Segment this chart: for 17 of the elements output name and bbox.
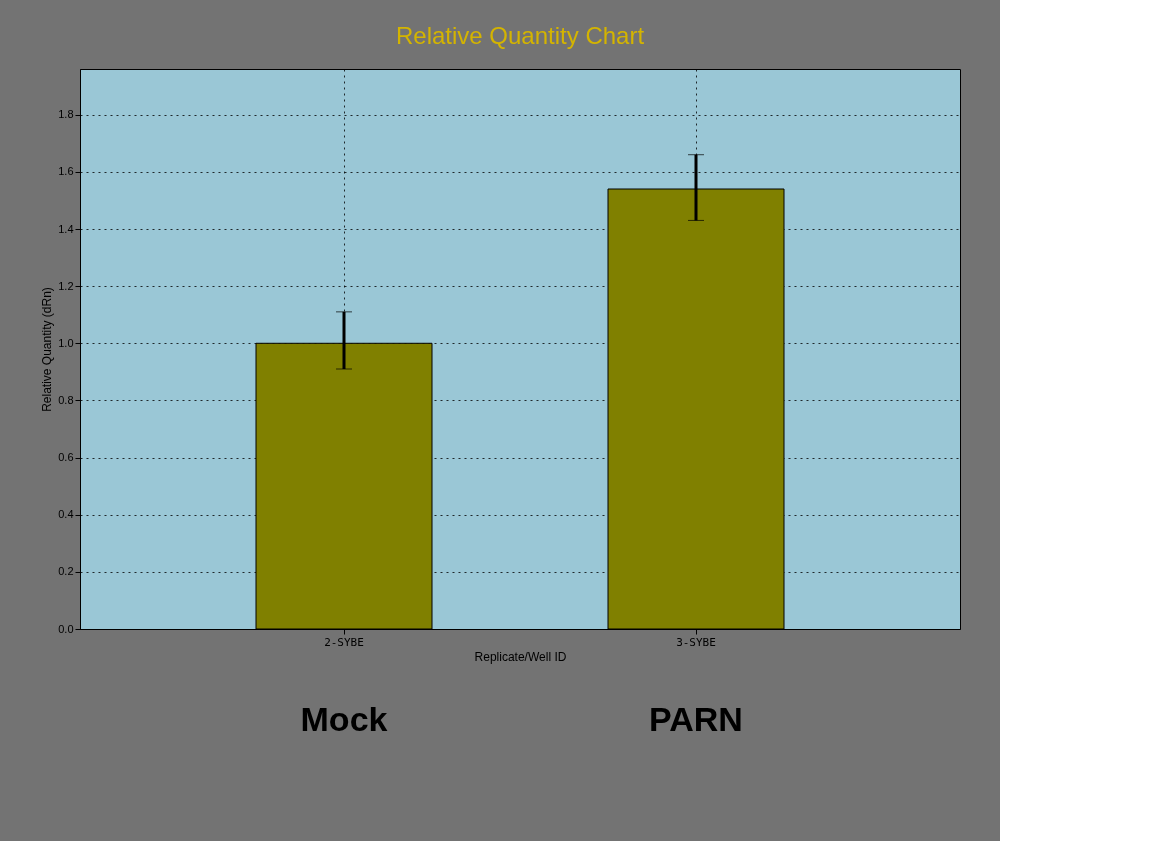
y-tick-label: 1.0	[58, 336, 74, 349]
x-tick-label: 2-SYBE	[324, 635, 364, 649]
y-tick-label: 1.4	[58, 222, 74, 235]
y-tick-label: 0.2	[58, 565, 74, 578]
y-tick-label: 1.8	[58, 108, 74, 121]
y-tick-label: 0.0	[58, 622, 74, 635]
y-tick-label: 1.2	[58, 279, 74, 292]
y-tick-label: 0.4	[58, 508, 74, 521]
text: PARN	[649, 700, 743, 738]
y-tick-label: 0.6	[58, 451, 74, 464]
y-axis-title: Relative Quantity (dRn)	[40, 287, 55, 412]
y-tick-label: 1.6	[58, 165, 74, 178]
x-tick-label: 3-SYBE	[676, 635, 716, 649]
x-axis-title: Replicate/Well ID	[474, 649, 567, 664]
chart-title: Relative Quantity Chart	[395, 22, 645, 49]
y-tick-label: 0.8	[58, 393, 74, 406]
text: Mock	[300, 700, 388, 738]
